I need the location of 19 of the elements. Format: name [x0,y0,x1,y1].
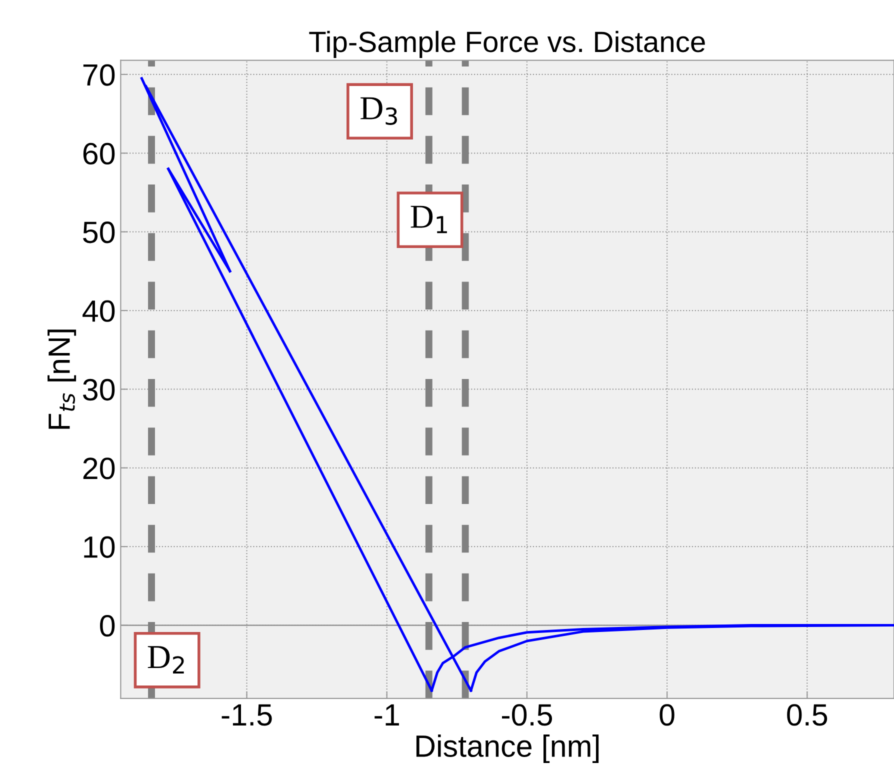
y-axis-title: F$_{ts}$ [nN] [48,330,76,429]
ref-line-label: D$_{3}$ [360,97,397,125]
x-tick-label: -1.5 [222,704,272,726]
y-tick-label: 20 [83,458,115,480]
x-tick-label: 0.5 [787,704,828,726]
y-tick-label: 40 [82,300,115,322]
y-tick-label: 70 [83,64,115,86]
x-tick-label: -1 [374,704,399,726]
chart-title: Tip-Sample Force vs. Distance [309,30,705,58]
y-tick-label: 0 [100,614,115,637]
y-tick-label: 60 [83,142,115,165]
ref-line-label: D$_{2}$ [148,646,184,674]
x-tick-label: 0 [660,704,674,726]
y-tick-label: 50 [83,222,115,244]
x-tick-label: -0.5 [502,704,552,726]
y-tick-label: 10 [84,536,115,558]
ref-line-label: D$_{1}$ [410,206,447,234]
x-axis-title: Distance [nm] [416,734,599,764]
y-tick-label: 30 [83,378,115,401]
